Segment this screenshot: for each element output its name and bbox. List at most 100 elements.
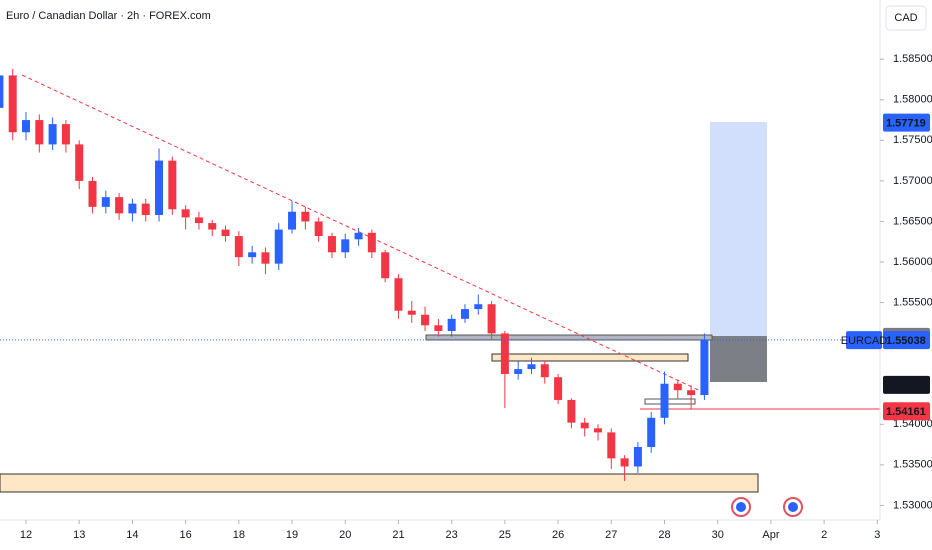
price-marker-label: 1.57719 bbox=[886, 117, 926, 129]
candle-body bbox=[75, 144, 84, 181]
candle-body bbox=[673, 383, 682, 391]
x-tick-label: 21 bbox=[392, 529, 404, 541]
symbol-tag bbox=[846, 331, 882, 350]
candle-body bbox=[327, 236, 336, 253]
price-marker-label: 1.55038 bbox=[886, 335, 926, 347]
target-zone bbox=[710, 122, 767, 336]
candle-body bbox=[194, 217, 203, 224]
candle-body bbox=[647, 417, 656, 447]
x-tick-label: 27 bbox=[605, 529, 617, 541]
x-tick-label: 13 bbox=[73, 529, 85, 541]
currency-button[interactable] bbox=[885, 5, 927, 31]
candle-body bbox=[580, 422, 589, 429]
candle-body bbox=[22, 120, 31, 133]
candle-body bbox=[155, 160, 164, 215]
candle-body bbox=[607, 432, 616, 459]
support-zone bbox=[644, 398, 696, 405]
candle-body bbox=[487, 304, 496, 334]
candle-body bbox=[447, 318, 456, 331]
candle-body bbox=[274, 229, 283, 264]
candle-body bbox=[567, 399, 576, 423]
candle-body bbox=[0, 75, 4, 108]
candle-body bbox=[248, 252, 257, 258]
price-marker bbox=[883, 402, 930, 421]
stop-zone bbox=[710, 336, 767, 382]
candle-body bbox=[301, 211, 310, 222]
x-tick-label: 28 bbox=[658, 529, 670, 541]
y-tick-label: 1.57500 bbox=[893, 134, 932, 146]
y-tick-label: 1.56500 bbox=[893, 215, 932, 227]
candle-body bbox=[367, 232, 376, 253]
candle-body bbox=[61, 124, 70, 145]
candle-body bbox=[261, 252, 270, 264]
price-marker bbox=[883, 375, 930, 394]
candle-body bbox=[527, 364, 536, 370]
candle-body bbox=[407, 310, 416, 315]
x-tick-label: 16 bbox=[180, 529, 192, 541]
supply-zone bbox=[491, 353, 689, 362]
candle-body bbox=[381, 252, 390, 279]
resistance-zone bbox=[425, 334, 713, 341]
candle-body bbox=[540, 364, 549, 378]
x-tick-label: 30 bbox=[712, 529, 724, 541]
candle-body bbox=[593, 428, 602, 433]
candle-body bbox=[554, 377, 563, 400]
x-tick-label: 18 bbox=[233, 529, 245, 541]
candle-body bbox=[421, 314, 430, 326]
candle-body bbox=[141, 203, 150, 215]
candle-body bbox=[434, 325, 443, 331]
event-icons bbox=[731, 497, 803, 517]
event-icon-dot bbox=[788, 502, 798, 512]
candle-body bbox=[128, 203, 137, 214]
y-tick-label: 1.55500 bbox=[893, 296, 932, 308]
price-marker-label: 1.54485 bbox=[886, 380, 926, 392]
candle-body bbox=[8, 75, 17, 133]
candle-body bbox=[181, 209, 190, 218]
x-tick-label: 12 bbox=[20, 529, 32, 541]
symbol-tag-label: EURCAD bbox=[841, 335, 888, 347]
candle-body bbox=[221, 229, 230, 237]
candle-body bbox=[115, 197, 124, 214]
candle-body bbox=[620, 458, 629, 467]
price-marker-label: 1.54161 bbox=[886, 406, 926, 418]
candle-body bbox=[101, 197, 110, 207]
event-icon-dot bbox=[736, 502, 746, 512]
candle-body bbox=[500, 333, 509, 374]
candle-body bbox=[48, 124, 57, 145]
y-tick-label: 1.53500 bbox=[893, 459, 932, 471]
x-tick-label: 23 bbox=[446, 529, 458, 541]
candle-body bbox=[314, 221, 323, 237]
candle-body bbox=[35, 120, 44, 145]
candle-body bbox=[288, 211, 297, 230]
candle-body bbox=[660, 383, 669, 418]
candle-body bbox=[341, 239, 350, 253]
x-tick-label: Apr bbox=[762, 529, 779, 541]
x-tick-label: 25 bbox=[499, 529, 511, 541]
candle-body bbox=[354, 232, 363, 240]
price-marker bbox=[883, 331, 930, 350]
candle-body bbox=[168, 160, 177, 210]
x-tick-label: 19 bbox=[286, 529, 298, 541]
x-tick-label: 3 bbox=[874, 529, 880, 541]
price-marker bbox=[883, 113, 930, 132]
chart-title: Euro / Canadian Dollar · 2h · FOREX.com bbox=[6, 10, 211, 22]
y-tick-label: 1.58500 bbox=[893, 53, 932, 65]
y-tick-label: 1.56000 bbox=[893, 256, 932, 268]
candle-body bbox=[394, 278, 403, 311]
candle-body bbox=[208, 223, 217, 230]
x-tick-label: 14 bbox=[126, 529, 138, 541]
x-tick-label: 2 bbox=[821, 529, 827, 541]
y-tick-label: 1.54000 bbox=[893, 418, 932, 430]
candle-body bbox=[700, 339, 709, 396]
candle-body bbox=[460, 309, 469, 319]
x-tick-label: 20 bbox=[339, 529, 351, 541]
y-tick-label: 1.57000 bbox=[893, 175, 932, 187]
y-tick-label: 1.58000 bbox=[893, 94, 932, 106]
candle-body bbox=[474, 304, 483, 310]
candle-body bbox=[633, 446, 642, 467]
candle-body bbox=[514, 369, 523, 374]
currency-label: CAD bbox=[894, 12, 917, 24]
x-tick-label: 26 bbox=[552, 529, 564, 541]
